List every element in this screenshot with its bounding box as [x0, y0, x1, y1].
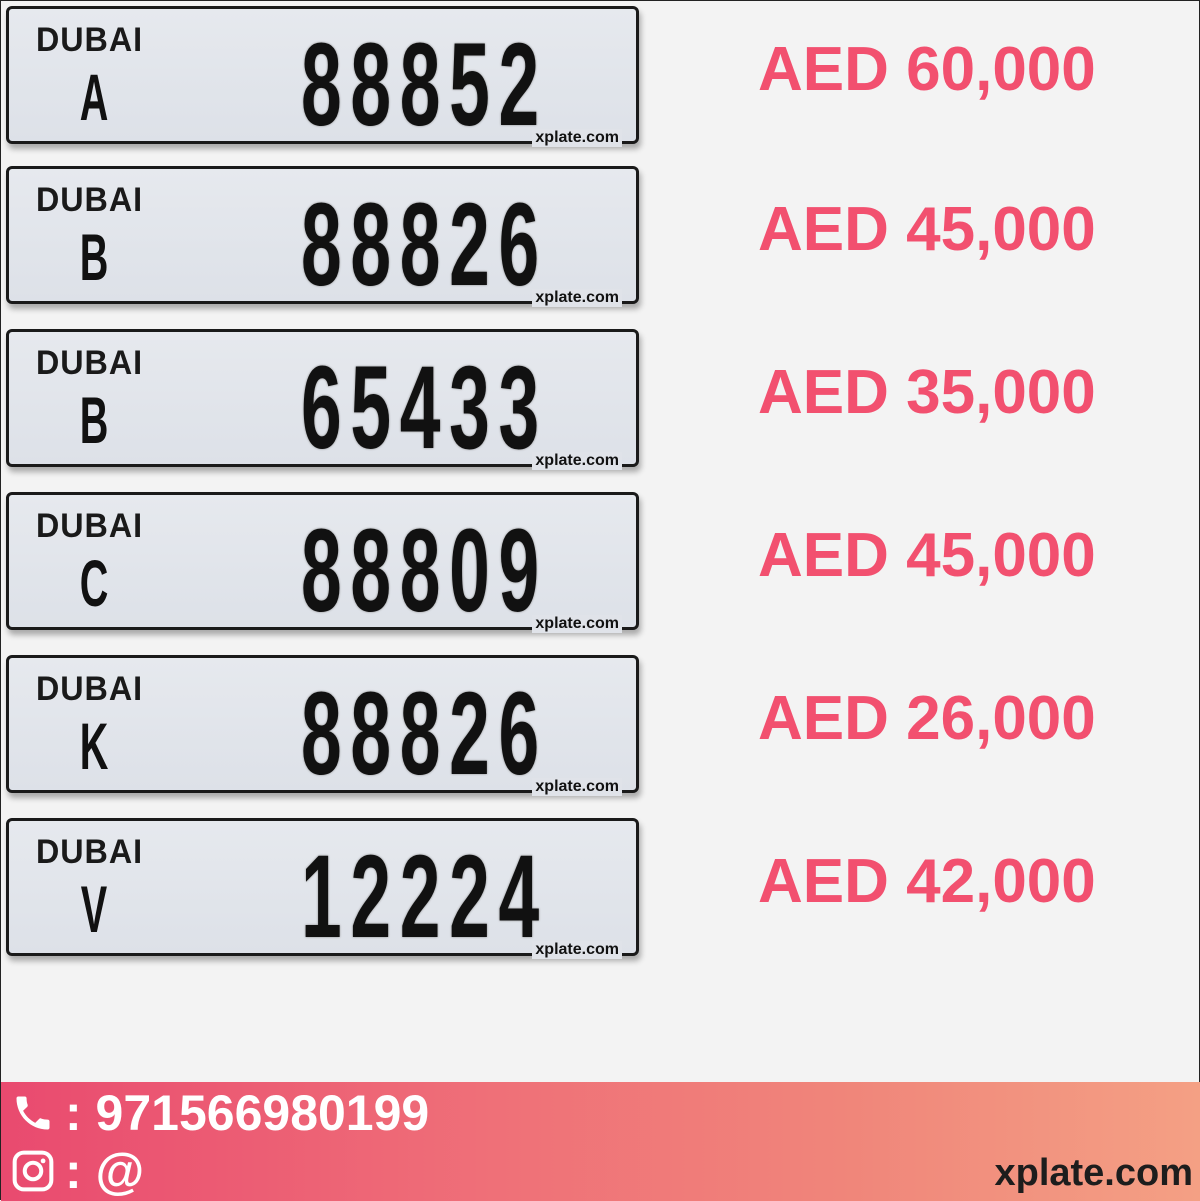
- plate-emirate: DUBAI: [36, 21, 144, 59]
- plate-card[interactable]: DUBAI B 88826 xplate.com: [6, 166, 639, 311]
- instagram-handle[interactable]: : @: [65, 1143, 145, 1199]
- plate-price: AED 35,000: [758, 358, 1096, 427]
- phone-number[interactable]: : 971566980199: [65, 1085, 430, 1141]
- plate-price: AED 45,000: [758, 521, 1096, 590]
- instagram-icon: [12, 1150, 54, 1192]
- plate-emirate: DUBAI: [36, 833, 144, 871]
- plate-card[interactable]: DUBAI V 12224 xplate.com: [6, 818, 639, 963]
- plate-card[interactable]: DUBAI K 88826 xplate.com: [6, 655, 639, 800]
- plate-watermark: xplate.com: [532, 289, 622, 307]
- plate-number: 88852: [301, 19, 548, 151]
- instagram-row: : @: [11, 1142, 144, 1200]
- plate-number: 88826: [301, 179, 548, 311]
- plate-card[interactable]: DUBAI A 88852 xplate.com: [6, 6, 639, 151]
- plate-code: C: [79, 546, 109, 620]
- plate-code: A: [79, 60, 109, 134]
- plate-emirate: DUBAI: [36, 344, 144, 382]
- plate-watermark: xplate.com: [532, 778, 622, 796]
- plate-watermark: xplate.com: [532, 452, 622, 470]
- phone-row: : 971566980199: [11, 1084, 429, 1142]
- plate-price: AED 26,000: [758, 684, 1096, 753]
- contact-footer: : 971566980199 : @ xplate.com: [1, 1082, 1200, 1201]
- plate-emirate: DUBAI: [36, 670, 144, 708]
- plate-price: AED 60,000: [758, 35, 1096, 104]
- plate-number: 65433: [301, 342, 548, 474]
- plate-code: K: [79, 709, 109, 783]
- plate-price: AED 45,000: [758, 195, 1096, 264]
- plate-code: V: [80, 872, 108, 946]
- plate-number: 88809: [301, 505, 548, 637]
- plate-number: 12224: [301, 831, 548, 963]
- plate-watermark: xplate.com: [532, 941, 622, 959]
- phone-icon: [16, 1096, 50, 1130]
- plate-watermark: xplate.com: [532, 615, 622, 633]
- site-name: xplate.com: [994, 1152, 1193, 1194]
- plate-number: 88826: [301, 668, 548, 800]
- plate-card[interactable]: DUBAI C 88809 xplate.com: [6, 492, 639, 637]
- plate-watermark: xplate.com: [532, 129, 622, 147]
- plate-emirate: DUBAI: [36, 507, 144, 545]
- plate-code: B: [79, 383, 109, 457]
- plate-card[interactable]: DUBAI B 65433 xplate.com: [6, 329, 639, 474]
- plate-code: B: [79, 220, 109, 294]
- plate-emirate: DUBAI: [36, 181, 144, 219]
- plate-price: AED 42,000: [758, 847, 1096, 916]
